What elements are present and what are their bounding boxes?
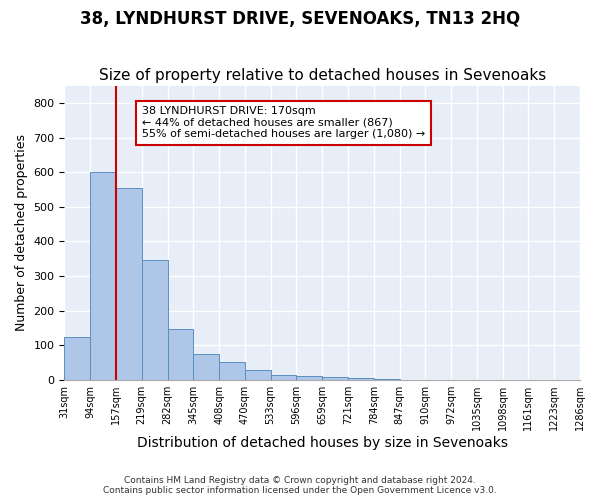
Bar — [193, 354, 219, 380]
Bar — [374, 379, 400, 380]
Bar — [219, 362, 245, 380]
Text: Contains HM Land Registry data © Crown copyright and database right 2024.
Contai: Contains HM Land Registry data © Crown c… — [103, 476, 497, 495]
Bar — [271, 374, 296, 380]
Text: 38 LYNDHURST DRIVE: 170sqm
← 44% of detached houses are smaller (867)
55% of sem: 38 LYNDHURST DRIVE: 170sqm ← 44% of deta… — [142, 106, 425, 140]
Bar — [116, 188, 142, 380]
Bar — [90, 172, 116, 380]
Bar — [167, 329, 193, 380]
Bar — [245, 370, 271, 380]
Bar — [296, 376, 322, 380]
Bar — [322, 376, 348, 380]
Bar — [142, 260, 167, 380]
Title: Size of property relative to detached houses in Sevenoaks: Size of property relative to detached ho… — [98, 68, 546, 83]
Y-axis label: Number of detached properties: Number of detached properties — [15, 134, 28, 332]
Text: 38, LYNDHURST DRIVE, SEVENOAKS, TN13 2HQ: 38, LYNDHURST DRIVE, SEVENOAKS, TN13 2HQ — [80, 10, 520, 28]
Bar — [348, 378, 374, 380]
Bar — [64, 337, 90, 380]
X-axis label: Distribution of detached houses by size in Sevenoaks: Distribution of detached houses by size … — [137, 436, 508, 450]
